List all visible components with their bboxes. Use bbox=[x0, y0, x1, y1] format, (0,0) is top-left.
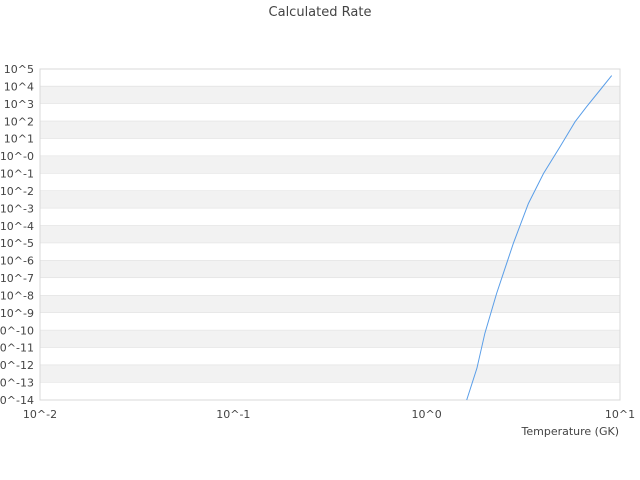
y-tick-label: 10^-9 bbox=[0, 307, 34, 320]
grid-band bbox=[40, 260, 620, 279]
grid-bands bbox=[40, 69, 620, 401]
grid-band bbox=[40, 243, 620, 261]
y-tick-label: 10^-13 bbox=[0, 377, 34, 390]
y-tick-label: 10^-7 bbox=[0, 272, 34, 285]
x-tick-label: 10^-2 bbox=[23, 408, 57, 421]
grid-band bbox=[40, 208, 620, 226]
y-tick-label: 10^5 bbox=[4, 63, 34, 76]
grid-band bbox=[40, 173, 620, 191]
y-tick-label: 10^3 bbox=[4, 98, 34, 111]
y-tick-label: 10^4 bbox=[4, 80, 34, 93]
grid-band bbox=[40, 138, 620, 157]
y-tick-label: 10^-4 bbox=[0, 220, 34, 233]
grid-band bbox=[40, 103, 620, 122]
grid-band bbox=[40, 347, 620, 366]
grid-band bbox=[40, 295, 620, 313]
x-tick-label: 10^1 bbox=[605, 408, 635, 421]
y-tick-label: 10^-2 bbox=[0, 185, 34, 198]
grid-band bbox=[40, 312, 620, 331]
y-tick-label: 10^-10 bbox=[0, 324, 34, 337]
y-tick-label: 10^-6 bbox=[0, 255, 34, 268]
series-line bbox=[466, 75, 613, 401]
y-tick-label: 10^-8 bbox=[0, 289, 34, 302]
plot-frame bbox=[39, 68, 621, 401]
y-tick-label: 10^-12 bbox=[0, 359, 34, 372]
grid-band bbox=[40, 69, 620, 87]
grid-band bbox=[40, 382, 620, 400]
y-tick-label: 10^-5 bbox=[0, 237, 34, 250]
grid-band bbox=[40, 365, 620, 383]
y-tick-label: 10^2 bbox=[4, 115, 34, 128]
grid-band bbox=[40, 278, 620, 296]
y-tick-label: 10^-0 bbox=[0, 150, 34, 163]
y-tick-label: 10^-3 bbox=[0, 202, 34, 215]
grid-band bbox=[40, 330, 620, 348]
y-axis-ticks: 10^5 10^4 10^3 10^2 10^1 10^-0 10^-1 10^-2 10^-3… bbox=[0, 63, 34, 407]
x-tick-label: 10^-1 bbox=[216, 408, 250, 421]
series-lines bbox=[466, 75, 613, 401]
y-tick-label: 10^-1 bbox=[0, 168, 34, 181]
grid-band bbox=[40, 225, 620, 244]
x-axis-ticks: 10^-2 10^-1 10^0 10^1 bbox=[23, 408, 635, 421]
grid-band bbox=[40, 86, 620, 104]
grid-band bbox=[40, 156, 620, 174]
grid-band bbox=[40, 121, 620, 139]
chart-title: Calculated Rate bbox=[269, 5, 372, 20]
grid-band bbox=[40, 190, 620, 209]
y-tick-label: 10^-14 bbox=[0, 394, 34, 407]
y-tick-label: 10^1 bbox=[4, 133, 34, 146]
x-axis-label: Temperature (GK) bbox=[521, 425, 620, 438]
y-tick-label: 10^-11 bbox=[0, 342, 34, 355]
x-tick-label: 10^0 bbox=[412, 408, 442, 421]
